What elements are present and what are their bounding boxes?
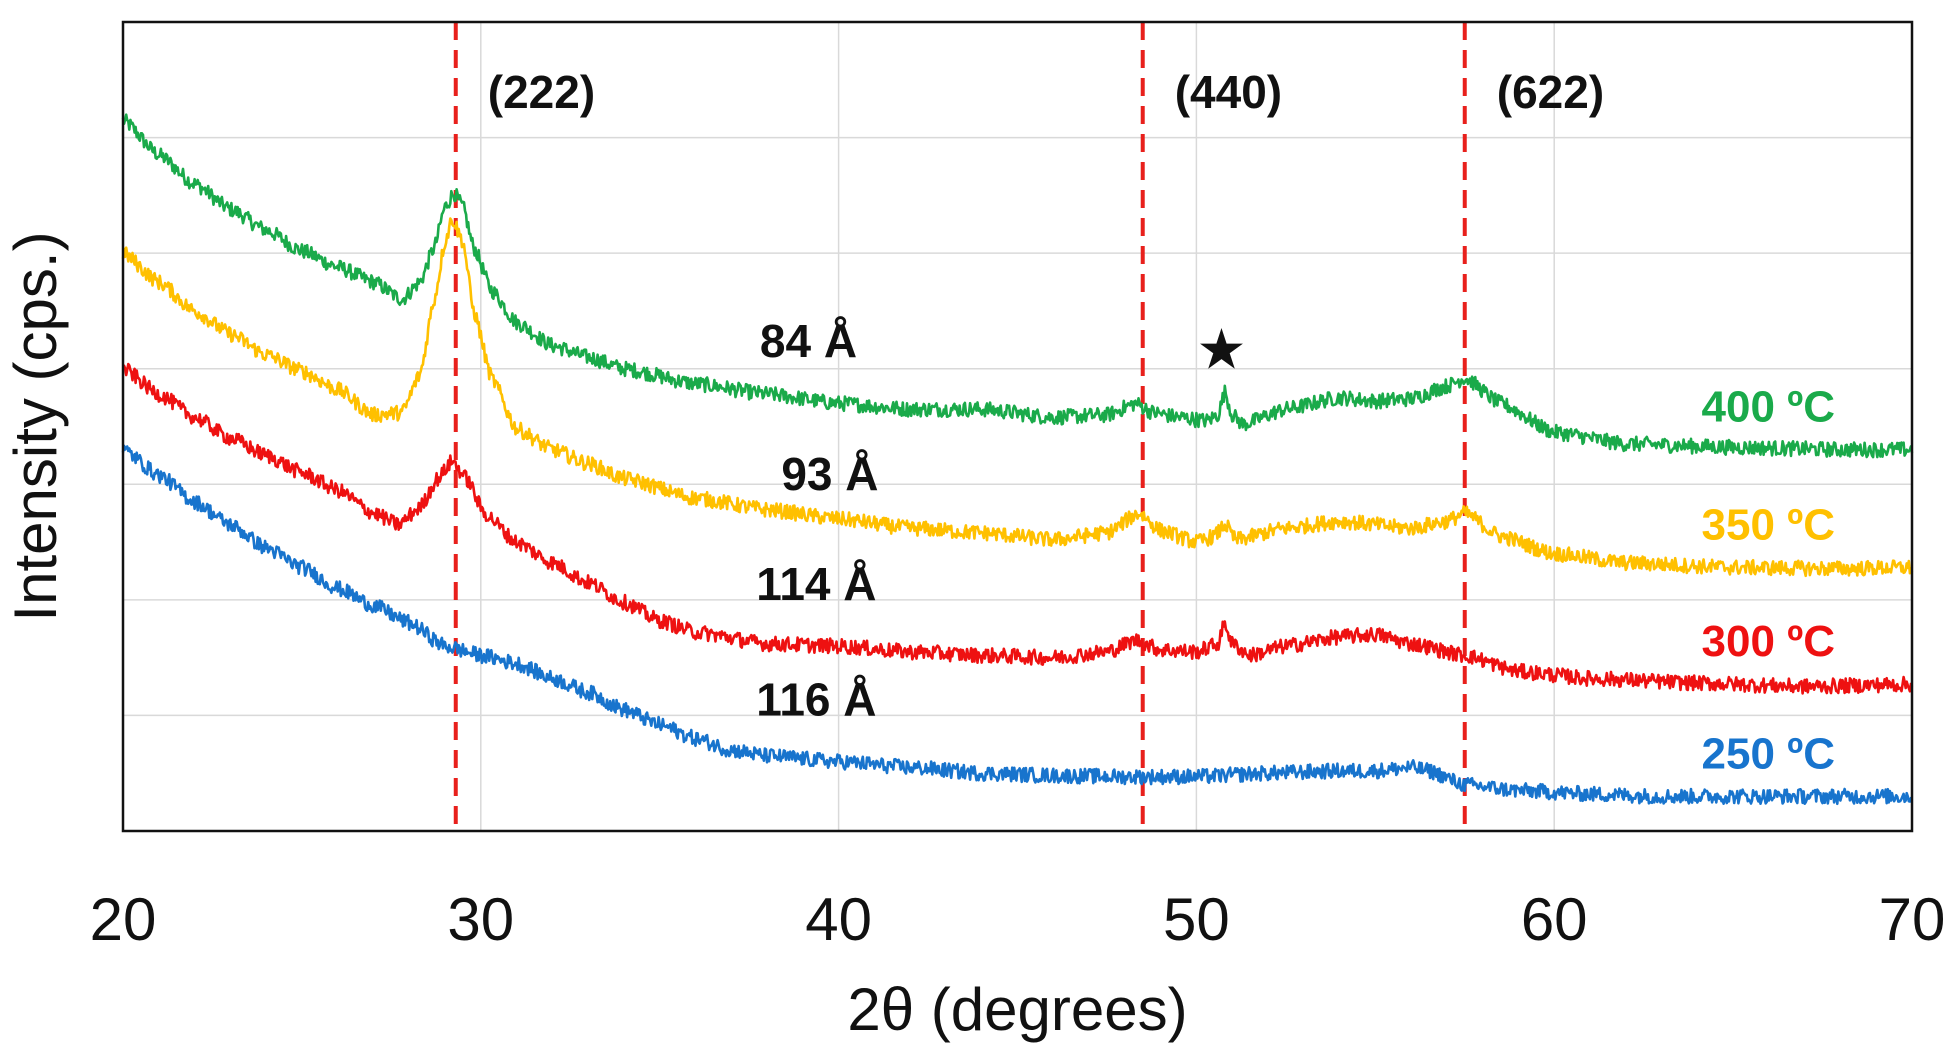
star-marker-icon: ★	[1196, 318, 1246, 381]
labels: 20 30 40 50 60 70 (222) (440) (622) 400 ºC 84 Å 350…	[90, 66, 1946, 953]
peak-index-label: (440)	[1175, 66, 1282, 118]
x-tick-label: 50	[1163, 886, 1230, 953]
series-temperature-label: 400 ºC	[1702, 383, 1835, 432]
series-temperature-label: 300 ºC	[1702, 617, 1835, 666]
grid-lines	[123, 22, 1912, 831]
peak-index-label: (622)	[1497, 66, 1604, 118]
reference-lines	[453, 22, 1467, 831]
x-tick-label: 70	[1879, 886, 1946, 953]
series-line	[122, 362, 1914, 695]
crystallite-size-label: 84 Å	[760, 315, 857, 367]
x-axis-title: 2θ (degrees)	[847, 976, 1187, 1043]
x-tick-label: 20	[90, 886, 157, 953]
plot-frame	[121, 20, 1914, 833]
series-line	[121, 217, 1914, 578]
x-tick-label: 60	[1521, 886, 1588, 953]
series-line	[121, 113, 1914, 459]
series-lines	[121, 113, 1914, 806]
x-tick-label: 30	[447, 886, 514, 953]
series-temperature-label: 250 ºC	[1702, 729, 1835, 778]
x-tick-label: 40	[805, 886, 872, 953]
series-line	[121, 444, 1914, 806]
y-axis-title: Intensity (cps.)	[2, 231, 69, 621]
crystallite-size-label: 114 Å	[756, 558, 876, 610]
crystallite-size-label: 116 Å	[756, 673, 876, 725]
crystallite-size-label: 93 Å	[781, 448, 878, 500]
series-temperature-label: 350 ºC	[1702, 500, 1835, 549]
peak-index-label: (222)	[488, 66, 595, 118]
